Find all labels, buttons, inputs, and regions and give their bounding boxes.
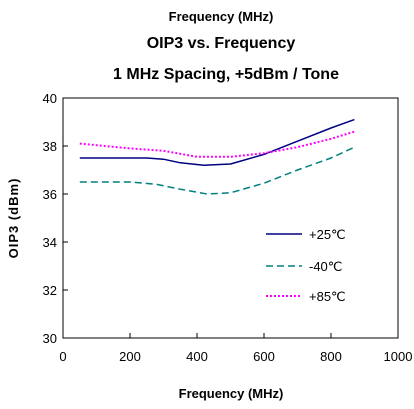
- y-axis-label: OIP3 (dBm): [6, 178, 21, 259]
- series-line-0: [79, 118, 355, 166]
- y-axis: 30 32 34 36 38 40: [43, 91, 68, 346]
- x-tick-label: 1000: [384, 349, 413, 364]
- plot-frame: [62, 97, 399, 339]
- legend-label: -40℃: [309, 259, 342, 274]
- x-tick-label: 800: [320, 349, 342, 364]
- series-lines: [79, 118, 355, 195]
- x-tick-label: 200: [119, 349, 141, 364]
- y-tick-label: 30: [43, 331, 57, 346]
- y-tick-label: 34: [43, 235, 57, 250]
- x-axis-label: Frequency (MHz): [179, 386, 284, 401]
- y-tick-label: 38: [43, 139, 57, 154]
- chart-subtitle: 1 MHz Spacing, +5dBm / Tone: [113, 66, 339, 83]
- y-tick-label: 36: [43, 187, 57, 202]
- legend: +25℃ -40℃ +85℃: [266, 227, 346, 304]
- legend-label: +85℃: [309, 289, 346, 304]
- x-tick-label: 600: [253, 349, 275, 364]
- x-tick-label: 0: [59, 349, 66, 364]
- legend-label: +25℃: [309, 227, 346, 242]
- y-tick-label: 40: [43, 91, 57, 106]
- x-axis: 0 200 400 600 800 1000: [59, 333, 412, 364]
- x-tick-label: 400: [186, 349, 208, 364]
- chart-top-label: Frequency (MHz): [169, 9, 274, 24]
- series-line-2: [79, 130, 355, 158]
- chart-title: OIP3 vs. Frequency: [147, 35, 296, 52]
- y-tick-label: 32: [43, 283, 57, 298]
